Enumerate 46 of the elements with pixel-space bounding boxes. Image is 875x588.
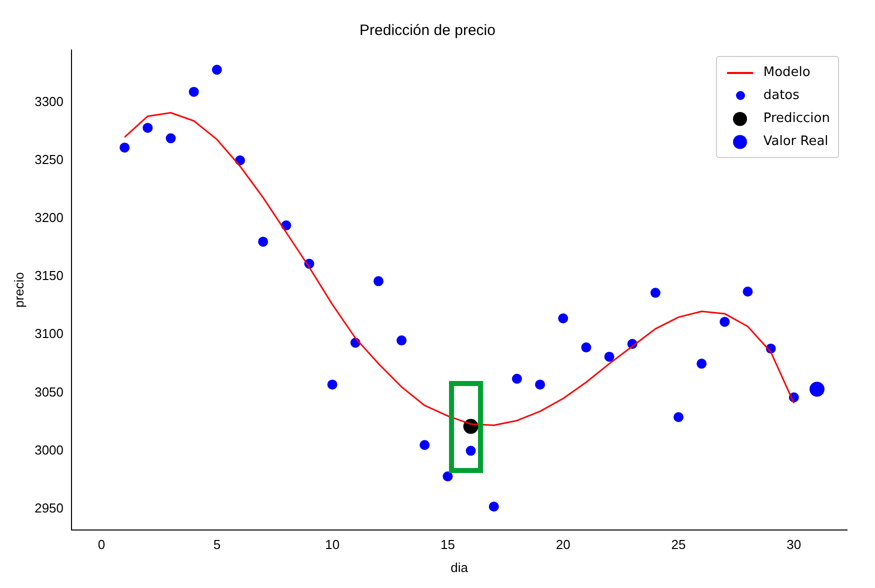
x-tick-label: 20 <box>556 537 570 552</box>
point <box>650 288 660 298</box>
y-tick-label: 2950 <box>34 500 64 516</box>
y-tick-label: 3250 <box>34 152 64 167</box>
point <box>373 276 384 286</box>
point <box>604 352 614 362</box>
y-tick-label: 3100 <box>34 326 64 342</box>
y-axis-title: precio <box>11 272 26 308</box>
x-tick-label: 5 <box>213 537 221 552</box>
x-axis-title: dia <box>450 560 469 575</box>
point <box>535 380 546 390</box>
point <box>558 313 568 324</box>
point <box>327 380 338 390</box>
point <box>420 440 430 450</box>
legend-label: datos <box>763 88 800 103</box>
point <box>488 502 499 512</box>
y-tick-label: 3150 <box>34 268 64 284</box>
y-tick-label: 3000 <box>34 442 64 458</box>
legend-label: Prediccion <box>763 111 830 126</box>
chart-title: Predicción de precio <box>360 22 496 40</box>
point <box>188 86 199 97</box>
point <box>396 335 407 346</box>
point <box>581 342 592 352</box>
point <box>466 446 476 456</box>
point <box>166 133 176 144</box>
point <box>142 122 153 133</box>
x-tick-label: 10 <box>325 537 340 552</box>
legend-label: Valor Real <box>763 134 828 149</box>
x-tick-label: 15 <box>440 537 455 552</box>
point <box>120 142 130 153</box>
point <box>674 412 684 422</box>
x-tick-label: 0 <box>98 537 106 552</box>
point <box>696 358 707 369</box>
point <box>512 374 522 384</box>
y-tick-label: 3300 <box>34 94 64 109</box>
x-tick-label: 30 <box>786 537 802 552</box>
point <box>809 382 824 397</box>
point <box>442 471 453 482</box>
x-tick-label: 25 <box>671 537 686 552</box>
point <box>742 286 753 297</box>
point <box>212 64 222 75</box>
point <box>258 236 268 247</box>
y-tick-label: 3050 <box>34 384 64 400</box>
legend-label: Modelo <box>763 65 810 80</box>
point <box>720 316 730 327</box>
y-tick-label: 3200 <box>34 210 64 226</box>
